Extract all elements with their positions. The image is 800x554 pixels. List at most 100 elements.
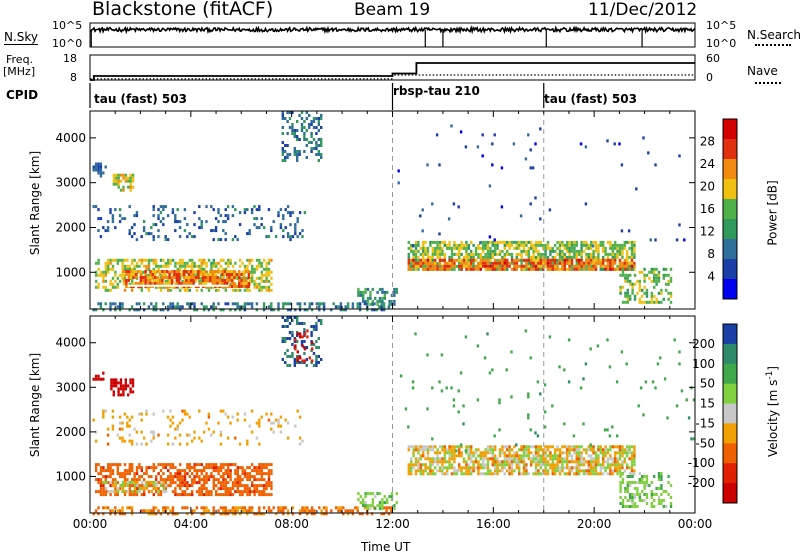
power-cell xyxy=(281,150,284,153)
velocity-cell xyxy=(291,319,294,322)
power-cell xyxy=(202,273,205,276)
velocity-cell xyxy=(494,472,497,476)
velocity-cell xyxy=(660,475,663,478)
power-cell xyxy=(260,264,263,268)
power-cell xyxy=(114,270,117,274)
velocity-cell xyxy=(171,509,175,513)
power-cell xyxy=(296,156,299,159)
velocity-cell xyxy=(465,463,468,467)
power-cell xyxy=(602,255,605,259)
velocity-cell xyxy=(133,493,136,497)
power-cell xyxy=(303,132,306,135)
velocity-cell xyxy=(453,451,456,455)
power-cell xyxy=(422,243,425,247)
velocity-region-6 xyxy=(281,316,323,367)
power-cell xyxy=(230,282,234,285)
power-cell xyxy=(630,246,634,250)
velocity-cell xyxy=(114,487,117,491)
power-cell xyxy=(320,141,323,144)
velocity-cell xyxy=(474,457,478,461)
velocity-cell xyxy=(243,509,247,513)
velocity-cell xyxy=(258,493,261,497)
power-cell xyxy=(450,246,454,250)
power-cell xyxy=(602,240,605,244)
velocity-cell xyxy=(186,412,189,416)
power-cell xyxy=(233,285,236,288)
power-cell xyxy=(190,270,193,273)
velocity-cell xyxy=(198,409,201,413)
power-cell xyxy=(448,240,451,244)
power-cell xyxy=(253,285,256,289)
velocity-cell xyxy=(313,512,316,516)
velocity-cell xyxy=(119,378,123,382)
power-cell xyxy=(519,214,523,218)
power-cell xyxy=(133,264,136,268)
velocity-cell xyxy=(128,506,131,510)
velocity-cell xyxy=(441,472,444,476)
power-cell xyxy=(109,211,112,215)
velocity-cell xyxy=(205,472,208,476)
power-cell xyxy=(470,249,473,253)
velocity-cell xyxy=(291,334,294,337)
velocity-cell xyxy=(532,460,535,464)
velocity-cell xyxy=(464,335,468,339)
velocity-cell xyxy=(251,463,254,467)
power-region-5 xyxy=(92,162,107,178)
velocity-cell xyxy=(356,506,359,510)
velocity-cell xyxy=(131,493,134,497)
power-cell xyxy=(395,290,398,294)
power-cell xyxy=(185,282,188,285)
power-cell xyxy=(585,264,588,268)
power-cell xyxy=(520,261,523,265)
power-cell xyxy=(296,135,299,138)
power-cell xyxy=(300,123,304,126)
power-cell xyxy=(198,279,201,283)
power-cell xyxy=(212,258,215,262)
velocity-cell xyxy=(250,430,254,434)
power-cell xyxy=(191,261,194,265)
velocity-cell xyxy=(619,496,622,499)
velocity-cell xyxy=(181,469,184,473)
velocity-cell xyxy=(592,448,595,452)
power-cell xyxy=(582,249,586,253)
power-cell xyxy=(289,214,292,218)
velocity-cell xyxy=(198,463,201,467)
power-cell xyxy=(513,240,516,244)
velocity-cell xyxy=(166,415,170,419)
velocity-cell xyxy=(179,463,182,467)
power-cell xyxy=(630,258,634,262)
velocity-cell xyxy=(171,466,175,470)
velocity-cell xyxy=(191,466,194,470)
power-cell xyxy=(370,308,374,312)
velocity-cell xyxy=(236,481,239,485)
velocity-cell xyxy=(306,512,309,516)
power-cell xyxy=(453,261,456,265)
velocity-cell xyxy=(494,460,497,464)
velocity-cell xyxy=(239,481,242,485)
velocity-cell xyxy=(532,454,535,458)
power-cell xyxy=(293,135,296,138)
power-cell xyxy=(520,243,523,247)
velocity-cell xyxy=(656,362,660,366)
velocity-cell xyxy=(525,472,528,476)
velocity-cell xyxy=(578,472,581,476)
velocity-cell xyxy=(112,483,115,487)
velocity-cell xyxy=(193,509,196,513)
velocity-cell xyxy=(123,439,127,443)
power-cell xyxy=(650,297,653,301)
power-cell xyxy=(669,279,673,283)
velocity-cell xyxy=(236,472,239,476)
power-cell xyxy=(453,267,456,271)
velocity-cell xyxy=(522,445,526,449)
power-cell xyxy=(308,123,311,126)
velocity-cell xyxy=(414,463,418,467)
power-cell xyxy=(212,261,215,265)
power-cell xyxy=(104,279,107,283)
power-cell xyxy=(241,270,244,274)
velocity-cell xyxy=(382,506,386,510)
power-cell xyxy=(122,188,125,192)
power-cell xyxy=(561,267,564,271)
velocity-cell xyxy=(477,460,480,464)
velocity-cell xyxy=(109,509,112,513)
power-cell xyxy=(212,308,215,312)
